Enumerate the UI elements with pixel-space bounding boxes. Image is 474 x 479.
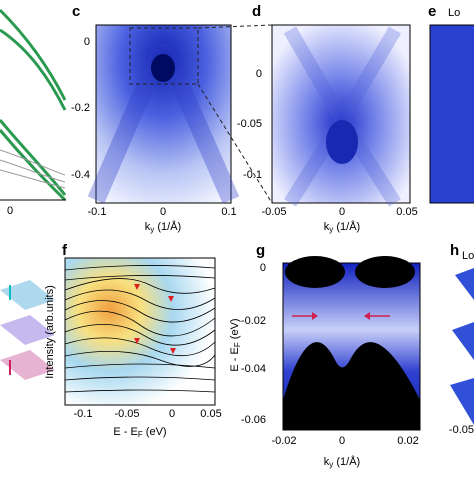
x-tick-label: -0.1 [74, 408, 93, 420]
panel-note: Lo [462, 250, 474, 262]
panel-g: g 0 -0.02 -0.04 -0.06 E - EF (eV) -0.02 … [229, 242, 421, 469]
x-axis-label: ky (1/Å) [145, 220, 181, 234]
y-tick-label: -0.1 [243, 169, 262, 181]
x-tick-label: -0.1 [88, 206, 107, 218]
x-tick-label: 0 [339, 206, 345, 218]
x-tick-label: 0 [160, 206, 166, 218]
tick-label: -0.05 [449, 424, 474, 436]
x-axis-label: ky (1/Å) [324, 455, 360, 469]
y-tick-label: 0 [84, 36, 90, 48]
x-tick-label: 0 [169, 408, 175, 420]
x-axis-label: ky (1/Å) [324, 220, 360, 234]
y-axis-label: E - EF (eV) [229, 318, 242, 371]
y-tick-label: -0.05 [237, 118, 262, 130]
x-tick-label: -0.05 [261, 206, 286, 218]
x-axis-label: E - EF (eV) [113, 426, 166, 439]
y-tick-label: 0 [256, 68, 262, 80]
panel-label: e [428, 3, 436, 20]
x-tick-label: 0 [339, 435, 345, 447]
panel-label: g [256, 242, 265, 259]
panel-f: f Intensity (arb.units) -0.1 -0.05 0 0.0… [44, 242, 222, 439]
x-tick-label: 0.05 [396, 206, 417, 218]
x-tick-label: -0.02 [271, 435, 296, 447]
y-tick-label: 0 [260, 262, 266, 274]
x-tick-label: -0.05 [114, 408, 139, 420]
panel-label: c [72, 3, 80, 20]
left-panel: 0 [0, 8, 67, 217]
panel-label: d [252, 3, 261, 20]
panel-d: d 0 -0.05 -0.1 -0.05 0 0.05 ky (1/Å) [237, 3, 418, 234]
panel-h: h Lo -0.05 [449, 242, 474, 436]
panel-c: c 0 -0.2 -0.4 -0.1 0 0.1 ky (1/Å) [71, 3, 273, 234]
x-tick-label: 0.02 [397, 435, 418, 447]
x-tick-label: 0.1 [221, 206, 236, 218]
panel-e: e Lo [428, 3, 474, 204]
y-tick-label: -0.2 [71, 102, 90, 114]
y-tick-label: -0.06 [241, 414, 266, 426]
tick-label: 0 [7, 205, 13, 217]
y-axis-label: Intensity (arb.units) [44, 285, 56, 379]
panel-label: f [62, 242, 68, 259]
y-tick-label: -0.02 [241, 315, 266, 327]
panel-label: h [450, 242, 459, 259]
x-tick-label: 0.05 [200, 408, 221, 420]
y-tick-label: -0.04 [241, 363, 266, 375]
y-tick-label: -0.4 [71, 169, 90, 181]
panel-note: Lo [448, 7, 460, 19]
sketch [0, 280, 55, 380]
